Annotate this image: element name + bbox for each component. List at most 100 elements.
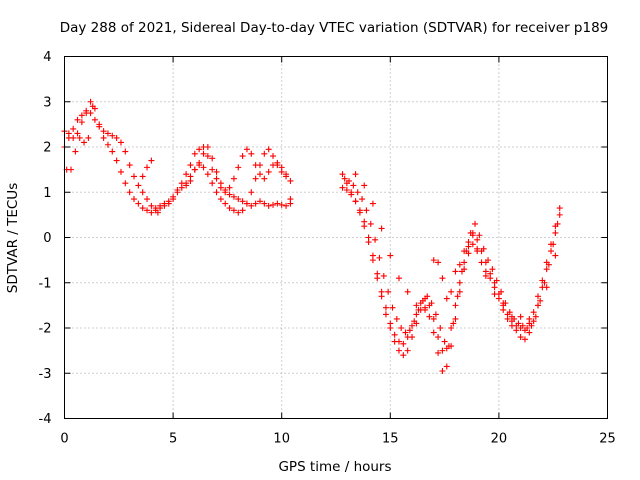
data-point xyxy=(487,270,494,277)
data-point xyxy=(70,125,77,132)
data-point xyxy=(400,352,407,359)
y-axis-label: SDTVAR / TECUs xyxy=(5,183,21,293)
data-point xyxy=(350,182,357,189)
data-point xyxy=(235,164,242,171)
data-point xyxy=(226,184,233,191)
data-point xyxy=(413,302,420,309)
data-point xyxy=(252,162,259,169)
data-point xyxy=(274,159,281,166)
data-point xyxy=(230,193,237,200)
data-point xyxy=(426,313,433,320)
data-point xyxy=(78,119,85,126)
data-point xyxy=(361,218,368,225)
data-point xyxy=(554,220,561,227)
data-point xyxy=(352,198,359,205)
data-points xyxy=(61,98,563,374)
data-point xyxy=(230,207,237,214)
data-point xyxy=(256,171,263,178)
data-point xyxy=(148,209,155,216)
data-point xyxy=(430,329,437,336)
x-tick-label: 15 xyxy=(382,432,399,447)
data-point xyxy=(131,196,138,203)
data-point xyxy=(435,259,442,266)
series-b xyxy=(61,98,294,216)
data-point xyxy=(469,229,476,236)
chart-title: Day 288 of 2021, Sidereal Day-to-day VTE… xyxy=(60,20,609,36)
data-point xyxy=(548,248,555,255)
data-point xyxy=(226,191,233,198)
data-point xyxy=(126,162,133,169)
data-point xyxy=(369,252,376,259)
x-tick-label: 5 xyxy=(169,432,177,447)
data-point xyxy=(256,198,263,205)
data-point xyxy=(135,182,142,189)
grid xyxy=(64,56,608,419)
data-point xyxy=(556,205,563,212)
data-point xyxy=(209,155,216,162)
data-point xyxy=(78,112,85,119)
data-point xyxy=(437,325,444,331)
y-tick-label: 2 xyxy=(43,141,51,156)
data-point xyxy=(372,236,379,243)
data-point xyxy=(248,202,255,209)
data-point xyxy=(191,166,198,173)
series-g xyxy=(352,171,559,322)
data-point xyxy=(170,196,177,203)
data-point xyxy=(144,164,151,171)
data-point xyxy=(148,202,155,209)
data-point xyxy=(452,302,459,309)
data-point xyxy=(439,367,446,374)
data-point xyxy=(432,311,439,318)
data-point xyxy=(456,279,463,286)
data-point xyxy=(204,144,211,150)
data-point xyxy=(391,331,398,338)
data-point xyxy=(339,171,346,178)
data-point xyxy=(144,196,151,203)
data-point xyxy=(222,186,229,193)
data-point xyxy=(278,164,285,171)
data-point xyxy=(239,153,246,160)
data-point xyxy=(261,150,268,157)
data-point xyxy=(450,320,457,327)
x-tick-label: 20 xyxy=(491,432,508,447)
data-point xyxy=(491,291,498,298)
data-point xyxy=(68,166,75,173)
data-point xyxy=(508,313,515,320)
data-point xyxy=(265,168,272,175)
data-point xyxy=(380,272,387,279)
data-point xyxy=(243,146,250,153)
data-point xyxy=(435,349,442,356)
data-point xyxy=(154,209,161,216)
data-point xyxy=(187,162,194,169)
data-point xyxy=(109,148,116,155)
data-point xyxy=(443,363,450,370)
data-point xyxy=(235,209,242,216)
data-point xyxy=(81,139,88,146)
data-point xyxy=(139,205,146,212)
data-point xyxy=(354,189,361,196)
data-point xyxy=(65,130,72,137)
data-point xyxy=(374,270,381,277)
data-point xyxy=(385,288,392,295)
data-point xyxy=(500,300,507,307)
data-point xyxy=(104,141,111,148)
data-point xyxy=(378,225,385,232)
data-point xyxy=(204,171,211,178)
data-point xyxy=(74,116,81,123)
data-point xyxy=(517,313,524,320)
data-point xyxy=(485,257,492,264)
data-point xyxy=(369,200,376,207)
data-point xyxy=(287,177,294,184)
x-tick-label: 25 xyxy=(599,432,616,447)
data-point xyxy=(361,182,368,189)
data-point xyxy=(456,288,463,295)
data-point xyxy=(545,261,552,268)
data-point xyxy=(474,245,481,252)
data-point xyxy=(204,153,211,160)
data-point xyxy=(113,157,120,164)
data-point xyxy=(419,297,426,304)
data-point xyxy=(261,175,268,182)
data-point xyxy=(87,98,94,105)
data-point xyxy=(174,189,181,196)
